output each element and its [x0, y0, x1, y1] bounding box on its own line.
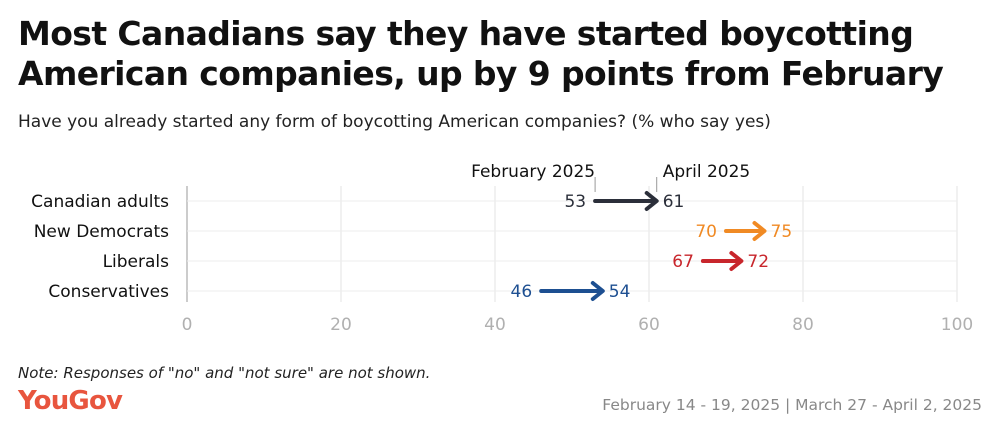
series-labels: February 2025 April 2025 [471, 162, 750, 192]
yougov-logo: YouGov [18, 386, 123, 416]
x-axis-ticks: 0 20 40 60 80 100 [182, 315, 974, 335]
arrow-head [644, 191, 659, 211]
x-tick-label: 60 [638, 315, 660, 335]
arrow-head [729, 251, 744, 271]
category-label: Conservatives [48, 282, 169, 302]
value-label-end: 75 [771, 222, 793, 242]
x-tick-label: 100 [941, 315, 973, 335]
series-label-start: February 2025 [471, 162, 595, 182]
chart-subtitle: Have you already started any form of boy… [18, 112, 771, 132]
series-label-end: April 2025 [663, 162, 751, 182]
fieldwork-dates: February 14 - 19, 2025 | March 27 - Apri… [602, 396, 982, 414]
category-label: Canadian adults [31, 192, 169, 212]
arrow-chart: Canadian adults New Democrats Liberals Cons… [31, 162, 974, 335]
category-labels: Canadian adults New Democrats Liberals Cons… [31, 192, 169, 302]
arrows: 53 61 70 75 67 72 46 54 [511, 191, 793, 302]
value-label-start: 53 [564, 192, 586, 212]
gridlines [186, 186, 958, 302]
value-label-end: 72 [747, 252, 769, 272]
value-label-start: 70 [695, 222, 717, 242]
value-label-start: 46 [511, 282, 533, 302]
category-label: Liberals [103, 252, 170, 272]
x-tick-label: 0 [182, 315, 193, 335]
category-label: New Democrats [34, 222, 169, 242]
footnote: Note: Responses of "no" and "not sure" a… [18, 364, 431, 382]
x-tick-label: 20 [330, 315, 352, 335]
arrow-head [752, 221, 767, 241]
chart-title: Most Canadians say they have started boy… [18, 14, 944, 93]
value-label-end: 54 [609, 282, 631, 302]
x-tick-label: 40 [484, 315, 506, 335]
value-label-end: 61 [663, 192, 685, 212]
value-label-start: 67 [672, 252, 694, 272]
arrow-head [590, 281, 605, 301]
x-tick-label: 80 [792, 315, 814, 335]
